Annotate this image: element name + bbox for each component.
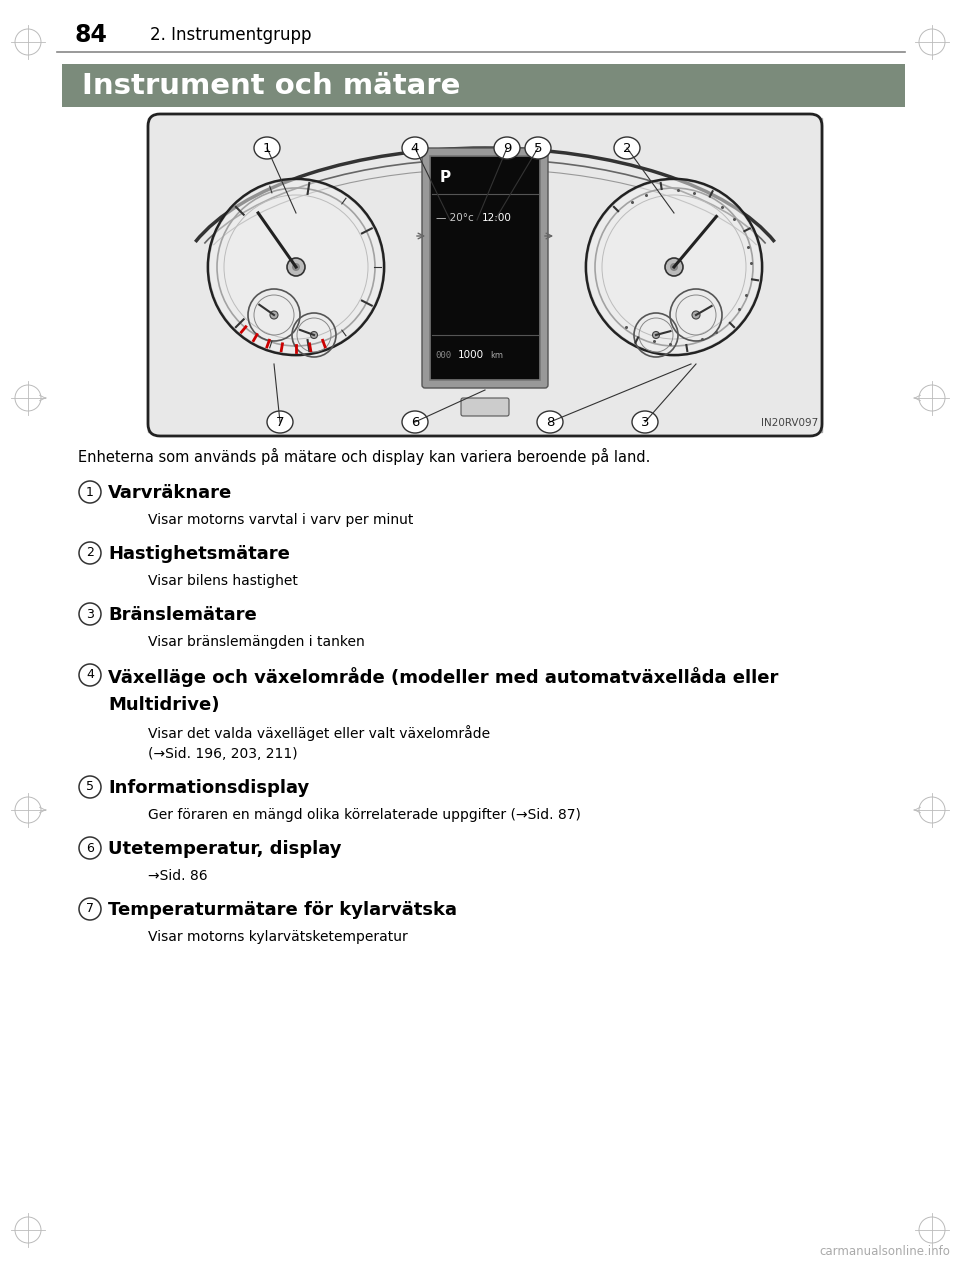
- Ellipse shape: [402, 137, 428, 158]
- Text: km: km: [490, 351, 503, 360]
- FancyBboxPatch shape: [461, 398, 509, 416]
- FancyBboxPatch shape: [430, 156, 540, 380]
- Text: →Sid. 86: →Sid. 86: [148, 869, 207, 883]
- Circle shape: [665, 258, 683, 276]
- Ellipse shape: [254, 137, 280, 158]
- Circle shape: [692, 310, 700, 319]
- Ellipse shape: [525, 137, 551, 158]
- Ellipse shape: [614, 137, 640, 158]
- Text: IN20RV097: IN20RV097: [760, 418, 818, 428]
- FancyBboxPatch shape: [148, 118, 822, 432]
- Text: 4: 4: [86, 669, 94, 682]
- Text: Instrument och mätare: Instrument och mätare: [82, 71, 461, 100]
- Text: 8: 8: [546, 416, 554, 428]
- Text: Utetemperatur, display: Utetemperatur, display: [108, 840, 342, 858]
- Circle shape: [79, 603, 101, 625]
- Ellipse shape: [267, 411, 293, 433]
- Circle shape: [653, 332, 660, 338]
- Text: Bränslemätare: Bränslemätare: [108, 606, 256, 625]
- Text: Visar bilens hastighet: Visar bilens hastighet: [148, 574, 298, 588]
- Circle shape: [79, 775, 101, 798]
- Ellipse shape: [402, 411, 428, 433]
- Circle shape: [79, 542, 101, 564]
- Text: 4: 4: [411, 142, 420, 155]
- Circle shape: [287, 258, 305, 276]
- Circle shape: [670, 264, 678, 271]
- Circle shape: [79, 837, 101, 859]
- Text: 1: 1: [86, 485, 94, 498]
- Text: P: P: [440, 171, 451, 185]
- Text: 5: 5: [86, 780, 94, 793]
- Text: 9: 9: [503, 142, 511, 155]
- Text: 1000: 1000: [458, 350, 484, 360]
- Ellipse shape: [632, 411, 658, 433]
- Ellipse shape: [494, 137, 520, 158]
- Text: Visar motorns varvtal i varv per minut: Visar motorns varvtal i varv per minut: [148, 513, 414, 527]
- Ellipse shape: [537, 411, 563, 433]
- Text: Visar bränslemängden i tanken: Visar bränslemängden i tanken: [148, 635, 365, 649]
- Circle shape: [79, 898, 101, 920]
- Text: Informationsdisplay: Informationsdisplay: [108, 779, 309, 797]
- Text: carmanualsonline.info: carmanualsonline.info: [819, 1245, 950, 1258]
- Text: 6: 6: [86, 841, 94, 854]
- Text: 7: 7: [86, 902, 94, 916]
- FancyBboxPatch shape: [62, 65, 905, 106]
- Text: Ger föraren en mängd olika körrelaterade uppgifter (→Sid. 87): Ger föraren en mängd olika körrelaterade…: [148, 808, 581, 822]
- Text: 3: 3: [86, 607, 94, 621]
- Text: 3: 3: [640, 416, 649, 428]
- Circle shape: [79, 664, 101, 685]
- Text: Temperaturmätare för kylarvätska: Temperaturmätare för kylarvätska: [108, 901, 457, 919]
- Text: 5: 5: [534, 142, 542, 155]
- Text: 2: 2: [86, 546, 94, 560]
- Circle shape: [270, 310, 278, 319]
- Text: Hastighetsmätare: Hastighetsmätare: [108, 545, 290, 563]
- Text: 7: 7: [276, 416, 284, 428]
- Circle shape: [79, 481, 101, 503]
- Text: Växelläge och växelområde (modeller med automatväxellåda eller: Växelläge och växelområde (modeller med …: [108, 666, 779, 687]
- Text: Visar det valda växelläget eller valt växelområde: Visar det valda växelläget eller valt vä…: [148, 725, 491, 741]
- Circle shape: [587, 180, 761, 353]
- Text: Varvräknare: Varvräknare: [108, 484, 232, 502]
- Circle shape: [209, 180, 383, 353]
- Text: 84: 84: [75, 23, 108, 47]
- FancyBboxPatch shape: [422, 148, 548, 388]
- Text: 6: 6: [411, 416, 420, 428]
- Text: 1: 1: [263, 142, 272, 155]
- Circle shape: [292, 264, 300, 271]
- Text: Visar motorns kylarvätsketemperatur: Visar motorns kylarvätsketemperatur: [148, 930, 408, 944]
- Text: 12:00: 12:00: [482, 213, 512, 223]
- Circle shape: [310, 332, 318, 338]
- Text: Enheterna som används på mätare och display kan variera beroende på land.: Enheterna som används på mätare och disp…: [78, 449, 650, 465]
- Text: 000: 000: [435, 351, 451, 360]
- Text: 2. Instrumentgrupp: 2. Instrumentgrupp: [150, 27, 311, 44]
- FancyBboxPatch shape: [148, 114, 822, 436]
- Text: (→Sid. 196, 203, 211): (→Sid. 196, 203, 211): [148, 748, 298, 761]
- Text: 2: 2: [623, 142, 632, 155]
- Text: — 20°c: — 20°c: [436, 213, 473, 223]
- Text: Multidrive): Multidrive): [108, 696, 220, 715]
